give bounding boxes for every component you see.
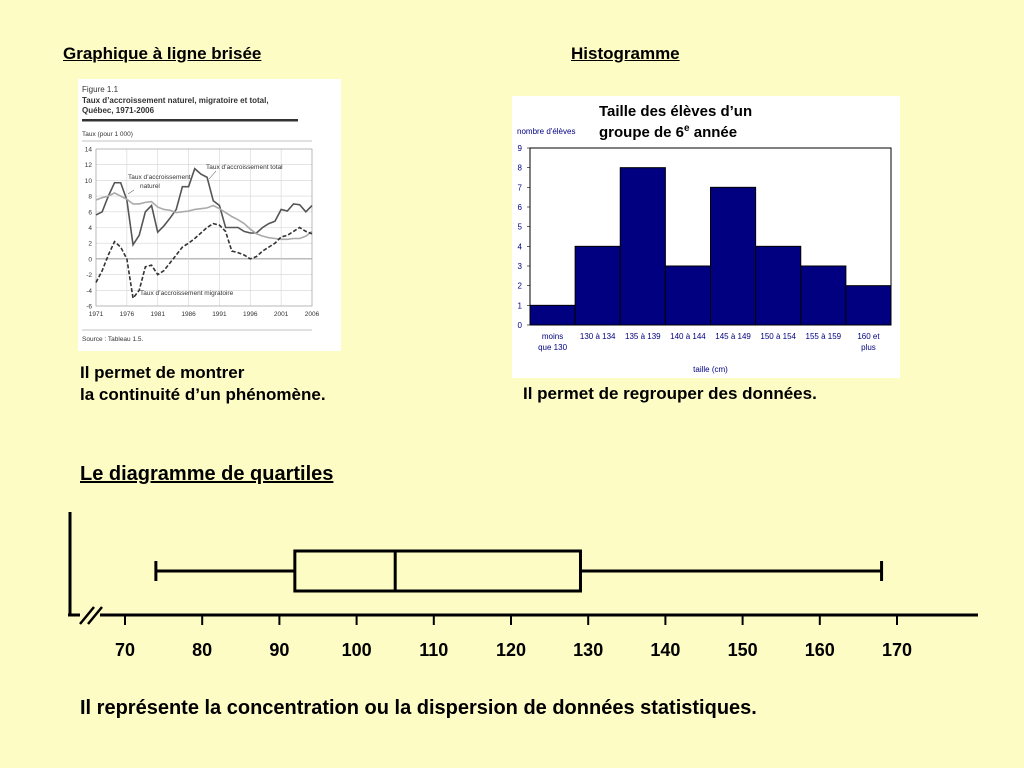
y-tick-label: 0 bbox=[88, 256, 92, 263]
hist-category-label: moins bbox=[542, 332, 563, 341]
hist-category-label: 135 à 139 bbox=[625, 332, 661, 341]
hist-y-tick-label: 3 bbox=[518, 262, 523, 271]
hist-category-label: 155 à 159 bbox=[806, 332, 842, 341]
annotation-total: Taux d’accroissement total bbox=[206, 164, 283, 171]
hist-y-tick-label: 8 bbox=[518, 164, 523, 173]
histogram-bar bbox=[574, 245, 621, 326]
line-chart-description: Il permet de montrer la continuité d’un … bbox=[80, 362, 326, 406]
y-tick-label: 10 bbox=[85, 178, 93, 185]
boxplot-tick-label: 90 bbox=[269, 640, 289, 660]
y-tick-label: 12 bbox=[85, 162, 93, 169]
annotation-natural-2: naturel bbox=[140, 183, 160, 190]
x-tick-label: 1981 bbox=[150, 311, 165, 318]
hist-category-label: que 130 bbox=[538, 343, 567, 352]
boxplot-tick-label: 120 bbox=[496, 640, 526, 660]
x-tick-label: 1986 bbox=[181, 311, 196, 318]
y-tick-label: 2 bbox=[88, 241, 92, 248]
y-tick-label: -2 bbox=[86, 272, 92, 279]
figure-label: Figure 1.1 bbox=[82, 85, 119, 94]
interquartile-box bbox=[293, 549, 582, 593]
y-tick-label: 14 bbox=[85, 147, 93, 154]
x-tick-label: 2001 bbox=[274, 311, 289, 318]
histogram-panel: Taille des élèves d’un groupe de 6e année… bbox=[512, 96, 900, 378]
hist-y-tick-label: 9 bbox=[518, 144, 523, 153]
hist-y-tick-label: 6 bbox=[518, 203, 523, 212]
y-tick-label: 6 bbox=[88, 209, 92, 216]
hist-category-label: 140 à 144 bbox=[670, 332, 706, 341]
line-chart-heading: Graphique à ligne brisée bbox=[63, 44, 262, 63]
y-tick-label: -4 bbox=[86, 288, 92, 295]
histogram-title-line1: Taille des élèves d’un bbox=[599, 103, 752, 120]
line-chart-panel: Figure 1.1 Taux d’accroissement naturel, … bbox=[78, 79, 341, 351]
line-desc-line2: la continuité d’un phénomène. bbox=[80, 385, 326, 404]
y-tick-label: -6 bbox=[86, 304, 92, 311]
hist-y-tick-label: 2 bbox=[518, 282, 523, 291]
boxplot-tick-label: 70 bbox=[115, 640, 135, 660]
hist-category-label: plus bbox=[861, 343, 876, 352]
boxplot-tick-label: 170 bbox=[882, 640, 912, 660]
boxplot-tick-label: 130 bbox=[573, 640, 603, 660]
line-chart-title-line2: Québec, 1971-2006 bbox=[82, 106, 155, 115]
histogram-bar bbox=[710, 186, 757, 326]
annotation-migratory: Taux d’accroissement migratoire bbox=[140, 290, 234, 297]
line-chart-title-line1: Taux d’accroissement naturel, migratoire… bbox=[82, 96, 269, 105]
line-series bbox=[95, 167, 313, 247]
title-rule bbox=[82, 119, 298, 122]
x-tick-label: 1971 bbox=[89, 311, 104, 318]
histogram-title-line2: groupe de 6e année bbox=[599, 123, 737, 141]
hist-y-tick-label: 0 bbox=[518, 321, 523, 330]
histogram-chart: Taille des élèves d’un groupe de 6e année… bbox=[517, 103, 892, 374]
boxplot-chart: 70 80 90 100 110 120 130 140 150 160 170 bbox=[68, 512, 978, 660]
plot-frame bbox=[95, 148, 313, 307]
boxplot-tick-label: 80 bbox=[192, 640, 212, 660]
y-tick-label: 4 bbox=[88, 225, 92, 232]
hist-category-label: 130 à 134 bbox=[580, 332, 616, 341]
hist-category-label: 150 à 154 bbox=[760, 332, 796, 341]
hist-y-tick-label: 1 bbox=[518, 301, 523, 310]
x-tick-label: 1976 bbox=[120, 311, 135, 318]
conclusion-text: Il représente la concentration ou la dis… bbox=[80, 697, 757, 719]
y-tick-label: 8 bbox=[88, 194, 92, 201]
line-series bbox=[95, 192, 313, 241]
histogram-ylabel: nombre d'élèves bbox=[517, 127, 575, 136]
annotation-leader bbox=[127, 189, 135, 195]
histogram-bar bbox=[619, 167, 666, 326]
line-chart-ylabel: Taux (pour 1 000) bbox=[82, 131, 133, 138]
hist-y-tick-label: 7 bbox=[518, 183, 523, 192]
x-tick-label: 1991 bbox=[212, 311, 227, 318]
histogram-bar bbox=[755, 245, 802, 326]
line-chart: Figure 1.1 Taux d’accroissement naturel, … bbox=[82, 85, 320, 343]
boxplot-tick-label: 140 bbox=[650, 640, 680, 660]
annotation-natural-1: Taux d’accroissement bbox=[128, 174, 191, 181]
hist-category-label: 160 et bbox=[857, 332, 880, 341]
histogram-bar bbox=[845, 285, 892, 326]
annotation-leader bbox=[208, 170, 217, 180]
boxplot-tick-label: 150 bbox=[728, 640, 758, 660]
histogram-bar bbox=[529, 304, 576, 326]
histogram-heading: Histogramme bbox=[571, 44, 680, 63]
boxplot-tick-label: 110 bbox=[419, 640, 448, 660]
boxplot-tick-label: 100 bbox=[342, 640, 372, 660]
line-desc-line1: Il permet de montrer bbox=[80, 363, 245, 382]
boxplot-tick-label: 160 bbox=[805, 640, 835, 660]
hist-y-tick-label: 4 bbox=[518, 242, 523, 251]
boxplot-heading: Le diagramme de quartiles bbox=[80, 463, 334, 485]
histogram-bar bbox=[800, 265, 847, 326]
axis-break-mark bbox=[79, 606, 95, 625]
x-tick-label: 1996 bbox=[243, 311, 258, 318]
histogram-xlabel: taille (cm) bbox=[693, 365, 728, 374]
hist-y-tick-label: 5 bbox=[518, 223, 523, 232]
hist-category-label: 145 à 149 bbox=[715, 332, 751, 341]
histogram-bar bbox=[664, 265, 711, 326]
line-series bbox=[95, 222, 313, 301]
line-chart-source: Source : Tableau 1.5. bbox=[82, 336, 144, 343]
x-tick-label: 2006 bbox=[305, 311, 320, 318]
histogram-description: Il permet de regrouper des données. bbox=[523, 384, 817, 403]
axis-break-mark bbox=[87, 606, 103, 625]
